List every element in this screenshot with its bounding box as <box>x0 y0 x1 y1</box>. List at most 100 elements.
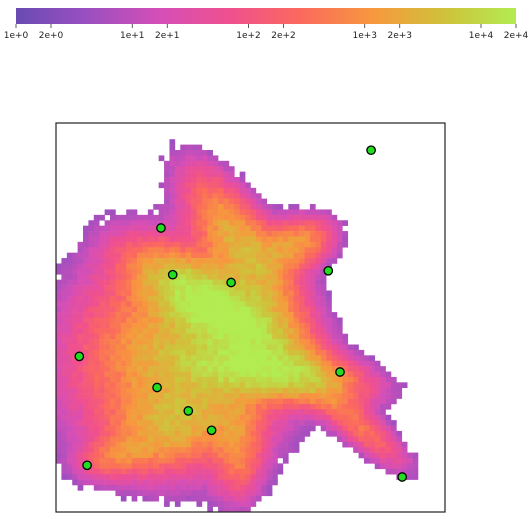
heatmap-cell <box>331 355 338 362</box>
heatmap-cell <box>164 447 170 453</box>
heatmap-cell <box>110 425 116 432</box>
heatmap-cell <box>299 231 305 237</box>
heatmap-cell <box>272 441 278 448</box>
heatmap-cell <box>126 409 132 416</box>
heatmap-cell <box>158 360 165 367</box>
heatmap-cell <box>245 263 251 270</box>
heatmap-cell <box>93 285 100 291</box>
heatmap-cell <box>358 414 365 421</box>
heatmap-cell <box>88 290 95 297</box>
heatmap-cell <box>212 501 219 507</box>
heatmap-cell <box>56 436 62 443</box>
heatmap-cell <box>153 274 159 280</box>
heatmap-cell <box>299 258 305 264</box>
heatmap-cell <box>77 452 84 459</box>
heatmap-cell <box>282 441 289 448</box>
heatmap-cell <box>110 322 116 329</box>
heatmap-cell <box>228 360 235 367</box>
heatmap-cell <box>277 349 284 356</box>
heatmap-cell <box>191 322 197 329</box>
heatmap-cell <box>320 376 327 383</box>
heatmap-cell <box>196 495 203 502</box>
heatmap-cell <box>293 322 300 329</box>
heatmap-cell <box>239 198 246 205</box>
heatmap-cell <box>191 247 197 253</box>
heatmap-cell <box>104 452 111 459</box>
heatmap-cell <box>191 214 197 221</box>
heatmap-cell <box>218 322 224 329</box>
heatmap-cell <box>299 328 305 335</box>
heatmap-cell <box>250 371 257 378</box>
heatmap-cell <box>169 247 176 253</box>
heatmap-cell <box>309 279 316 286</box>
heatmap-cell <box>255 387 262 394</box>
heatmap-cell <box>61 452 68 459</box>
heatmap-cell <box>234 279 240 286</box>
heatmap-cell <box>142 468 149 475</box>
heatmap-cell <box>158 414 165 421</box>
heatmap-cell <box>142 387 149 394</box>
heatmap-cell <box>131 306 138 313</box>
heatmap-cell <box>261 333 268 340</box>
heatmap-cell <box>201 430 208 437</box>
heatmap-cell <box>191 484 197 491</box>
heatmap-cell <box>212 328 219 335</box>
heatmap-cell <box>201 393 208 399</box>
heatmap-cell <box>191 177 197 183</box>
heatmap-cell <box>293 247 300 253</box>
heatmap-cell <box>266 247 273 253</box>
heatmap-cell <box>315 376 322 383</box>
heatmap-cell <box>99 290 105 297</box>
heatmap-cell <box>261 414 268 421</box>
heatmap-cell <box>412 457 419 464</box>
heatmap-cell <box>266 268 273 275</box>
heatmap-cell <box>277 209 284 216</box>
heatmap-cell <box>282 312 289 318</box>
heatmap-cell <box>147 290 154 297</box>
heatmap-cell <box>56 301 62 307</box>
heatmap-cell <box>207 204 213 210</box>
heatmap-cell <box>131 430 138 437</box>
heatmap-cell <box>255 355 262 362</box>
heatmap-cell <box>56 387 62 394</box>
heatmap-cell <box>218 355 224 362</box>
heatmap-cell <box>261 474 268 480</box>
heatmap-cell <box>131 474 138 480</box>
heatmap-cell <box>93 479 100 486</box>
heatmap-cell <box>358 382 365 389</box>
heatmap-cell <box>185 430 192 437</box>
heatmap-cell <box>342 387 349 394</box>
heatmap-cell <box>120 414 127 421</box>
heatmap-cell <box>374 366 381 372</box>
heatmap-cell <box>304 393 311 399</box>
heatmap-cell <box>255 225 262 232</box>
heatmap-cell <box>223 209 230 216</box>
heatmap-cell <box>88 258 95 264</box>
heatmap-cell <box>99 452 105 459</box>
heatmap-cell <box>83 225 89 232</box>
heatmap-cell <box>164 403 170 410</box>
heatmap-cell <box>255 484 262 491</box>
heatmap-cell <box>142 441 149 448</box>
heatmap-cell <box>250 355 257 362</box>
heatmap-cell <box>255 306 262 313</box>
heatmap-cell <box>282 236 289 243</box>
heatmap-cell <box>180 339 186 345</box>
heatmap-cell <box>353 420 359 426</box>
heatmap-cell <box>261 231 268 237</box>
heatmap-cell <box>282 349 289 356</box>
heatmap-cell <box>212 322 219 329</box>
heatmap-cell <box>331 312 338 318</box>
heatmap-cell <box>126 436 132 443</box>
heatmap-cell <box>234 252 240 259</box>
heatmap-cell <box>99 457 105 464</box>
heatmap-cell <box>353 398 359 405</box>
heatmap-cell <box>347 366 354 372</box>
heatmap-cell <box>201 274 208 280</box>
heatmap-cell <box>315 312 322 318</box>
heatmap-cell <box>88 241 95 248</box>
heatmap-cell <box>245 506 251 512</box>
heatmap-cell <box>99 436 105 443</box>
heatmap-cell <box>385 420 392 426</box>
heatmap-cell <box>223 366 230 372</box>
